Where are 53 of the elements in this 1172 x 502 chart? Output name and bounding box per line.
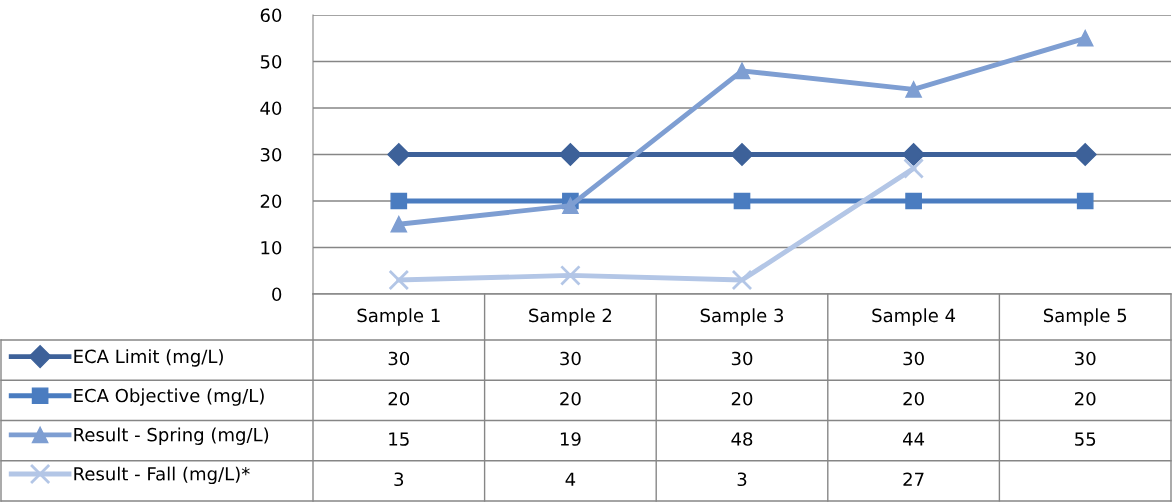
y-tick-label: 0 (272, 287, 282, 302)
data-label: 15 (389, 432, 409, 446)
x-tick-label: Sample 3 (700, 308, 784, 326)
data-label: 3 (737, 472, 747, 487)
point (390, 192, 408, 210)
y-tick-label: 50 (260, 54, 282, 69)
data-label: 27 (903, 472, 924, 486)
point (1076, 29, 1094, 47)
y-tick-label: 10 (261, 240, 282, 255)
data-label: 30 (731, 351, 753, 366)
legend-label: ECA Objective (mg/L) (74, 388, 264, 406)
data-label: 30 (1075, 351, 1096, 366)
y-tick-label: 30 (260, 147, 282, 162)
data-label: 44 (903, 432, 925, 446)
data-label: 20 (903, 391, 924, 406)
y-tick-label: 40 (260, 101, 282, 116)
point (902, 143, 926, 166)
y-tick-label: 20 (260, 194, 282, 209)
point (730, 143, 754, 166)
data-label: 19 (560, 432, 581, 446)
data-label: 48 (731, 432, 753, 446)
x-tick-label: Sample 5 (1043, 308, 1127, 326)
x-tick-label: Sample 2 (529, 308, 612, 326)
point (733, 62, 751, 80)
data-label: 20 (388, 391, 410, 406)
legend-label: Result - Spring (mg/L) (74, 427, 269, 445)
data-label: 20 (731, 391, 753, 406)
point (562, 197, 579, 214)
x-tick-label: Sample 1 (357, 308, 440, 326)
data-label: 30 (388, 351, 410, 366)
data-label: 20 (1075, 391, 1096, 406)
point (388, 269, 410, 291)
point (559, 264, 581, 286)
point (731, 269, 753, 291)
point (733, 192, 751, 210)
point (390, 215, 408, 233)
data-label: 30 (560, 351, 581, 366)
data-label: 30 (903, 351, 924, 366)
data-label: 55 (1075, 432, 1096, 446)
legend-label: ECA Limit (mg/L) (74, 349, 223, 367)
data-label: 3 (394, 472, 404, 487)
x-tick-label: Sample 4 (872, 308, 956, 326)
y-tick-label: 60 (260, 8, 282, 23)
point (905, 192, 922, 210)
point (903, 158, 925, 179)
point (905, 81, 922, 98)
data-label: 20 (560, 391, 581, 406)
point (1076, 192, 1094, 210)
legend-label: Result - Fall (mg/L)* (74, 466, 250, 485)
data-label: 4 (565, 472, 576, 486)
point (1073, 143, 1097, 166)
point (387, 143, 411, 166)
point (558, 143, 582, 166)
